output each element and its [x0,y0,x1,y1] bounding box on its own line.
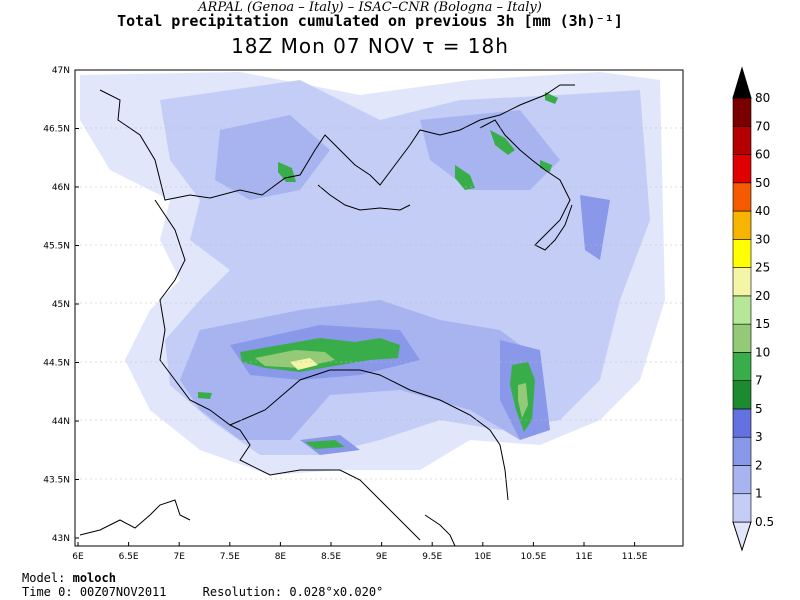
colorbar-swatch [732,352,752,381]
colorbar-label: 3 [755,430,763,444]
colorbar-label: 40 [755,204,770,218]
lon-tick-label: 11.5E [622,552,648,562]
colorbar-swatch [732,267,752,297]
model-value: moloch [72,571,116,585]
colorbar-swatch [732,125,752,155]
header-title: Total precipitation cumulated on previou… [117,12,623,30]
resolution-label: Resolution: [202,585,283,599]
colorbar-label: 70 [755,119,770,133]
colorbar-swatch [732,323,752,353]
colorbar-swatch [732,465,752,495]
lat-tick-label: 45N [52,300,70,310]
lon-tick-label: 8.5E [321,552,341,562]
colorbar-label: 80 [755,91,770,105]
colorbar-swatch [732,154,752,184]
colorbar-label: 20 [755,289,770,303]
footer-time-res: Time 0: 00Z07NOV2011 Resolution: 0.028°x… [22,585,383,599]
gridlines [75,127,683,480]
colorbar-swatch [732,380,752,410]
lon-tick-label: 10.5E [521,552,547,562]
lat-tick-label: 46.5N [43,125,70,135]
model-label: Model: [22,571,66,585]
lat-tick-label: 44N [52,417,70,427]
lat-tick-label: 44.5N [43,359,70,369]
lon-tick-label: 7E [173,552,185,562]
lon-tick-label: 9E [376,552,388,562]
lat-tick-label: 43N [52,534,70,544]
lat-tick-label: 45.5N [43,242,70,252]
colorbar-swatch [732,408,752,438]
resolution-value: 0.028°x0.020° [289,585,384,599]
colorbar-label: 25 [755,261,770,275]
colorbar-swatch [732,210,752,240]
lon-tick-label: 9.5E [422,552,442,562]
colorbar-swatch [732,239,752,268]
header-institutions: ARPAL (Genoa – Italy) – ISAC–CNR (Bologn… [198,0,542,15]
colorbar-label: 7 [755,374,763,388]
lat-tick-label: 46N [52,183,70,193]
lon-tick-label: 11E [575,552,592,562]
header-time: 18Z Mon 07 NOV τ = 18h [231,34,509,58]
colorbar-label: 50 [755,176,770,190]
colorbar-label: 10 [755,345,770,359]
lat-axis: 47N 46.5N 46N 45.5N 45N 44.5N 44N 43.5N 43N [43,66,79,544]
colorbar-label: 15 [755,317,770,331]
lon-axis: 6E 6.5E 7E 7.5E 8E 8.5E 9E 9.5E 10E 10.5E 11E 11.5E [72,542,648,562]
colorbar-label: 1 [755,487,763,501]
plot-area [74,69,684,547]
colorbar-label: 60 [755,148,770,162]
colorbar-label: 30 [755,232,770,246]
lon-tick-label: 6E [72,552,84,562]
time-value: 00Z07NOV2011 [79,585,167,599]
footer-model: Model: moloch [22,571,116,585]
colorbar-label: 5 [755,402,763,416]
lon-tick-label: 8E [275,552,287,562]
precip-cores [198,92,558,449]
colorbar-swatch [732,97,752,127]
colorbar-swatch [732,436,752,466]
colorbar-low-triangle [732,521,752,552]
lon-tick-label: 7.5E [220,552,240,562]
colorbar: 0.5 1 2 3 5 7 10 15 20 25 30 40 50 60 70 80 [732,66,774,552]
time-label: Time 0: [22,585,73,599]
colorbar-swatch [732,182,752,212]
lon-tick-label: 6.5E [119,552,139,562]
lon-tick-label: 10E [474,552,491,562]
colorbar-swatch [732,493,752,523]
colorbar-label: 2 [755,458,763,472]
colorbar-label: 0.5 [755,515,774,529]
lat-tick-label: 43.5N [43,476,70,486]
lat-tick-label: 47N [52,66,70,76]
colorbar-high-triangle [732,66,752,99]
colorbar-swatch [732,295,752,325]
